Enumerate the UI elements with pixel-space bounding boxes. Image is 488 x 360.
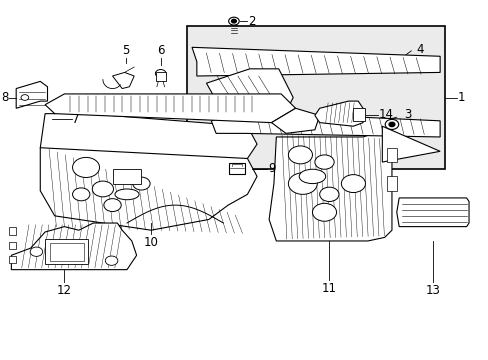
Bar	[353, 108, 365, 121]
FancyBboxPatch shape	[229, 163, 244, 174]
Circle shape	[21, 95, 29, 100]
Circle shape	[228, 17, 239, 25]
Text: 11: 11	[321, 282, 336, 295]
Circle shape	[388, 122, 394, 127]
Circle shape	[103, 199, 121, 212]
Text: 13: 13	[425, 284, 439, 297]
Polygon shape	[271, 108, 319, 134]
Circle shape	[92, 181, 113, 197]
Text: 8: 8	[1, 91, 8, 104]
Polygon shape	[192, 47, 439, 76]
Text: 12: 12	[57, 284, 72, 297]
Polygon shape	[112, 72, 134, 89]
Circle shape	[312, 203, 336, 221]
Polygon shape	[206, 69, 293, 126]
Text: 4: 4	[415, 42, 423, 55]
Circle shape	[314, 155, 333, 169]
Text: 14: 14	[378, 108, 393, 121]
Circle shape	[72, 157, 100, 177]
Bar	[386, 176, 396, 191]
Circle shape	[30, 247, 42, 256]
Text: 3: 3	[403, 108, 410, 121]
Circle shape	[319, 187, 338, 202]
Bar	[9, 256, 16, 263]
Circle shape	[155, 69, 165, 77]
Ellipse shape	[115, 189, 139, 200]
Circle shape	[341, 175, 365, 193]
Polygon shape	[268, 123, 391, 241]
Polygon shape	[16, 81, 47, 108]
Bar	[156, 72, 165, 81]
Polygon shape	[45, 94, 295, 123]
Text: 6: 6	[157, 44, 164, 57]
Text: 10: 10	[143, 236, 158, 249]
Polygon shape	[314, 101, 362, 126]
Bar	[187, 26, 444, 169]
Circle shape	[105, 256, 118, 265]
Polygon shape	[211, 112, 439, 137]
Bar	[386, 148, 396, 162]
Text: 2: 2	[248, 15, 255, 28]
Circle shape	[72, 188, 90, 201]
Bar	[50, 243, 83, 261]
Bar	[9, 242, 16, 249]
Polygon shape	[382, 126, 439, 162]
Bar	[45, 239, 88, 264]
Polygon shape	[396, 198, 468, 226]
Circle shape	[385, 120, 398, 130]
Text: 5: 5	[122, 44, 129, 57]
Ellipse shape	[299, 169, 325, 184]
Text: 7: 7	[71, 113, 79, 126]
Text: 9: 9	[267, 162, 275, 175]
Polygon shape	[11, 223, 136, 270]
Polygon shape	[40, 148, 257, 230]
Circle shape	[133, 177, 150, 190]
Polygon shape	[40, 112, 257, 166]
Circle shape	[288, 146, 312, 164]
Bar	[9, 227, 16, 234]
Text: 1: 1	[457, 91, 465, 104]
Circle shape	[288, 173, 317, 194]
Bar	[112, 169, 141, 184]
Circle shape	[231, 19, 236, 23]
